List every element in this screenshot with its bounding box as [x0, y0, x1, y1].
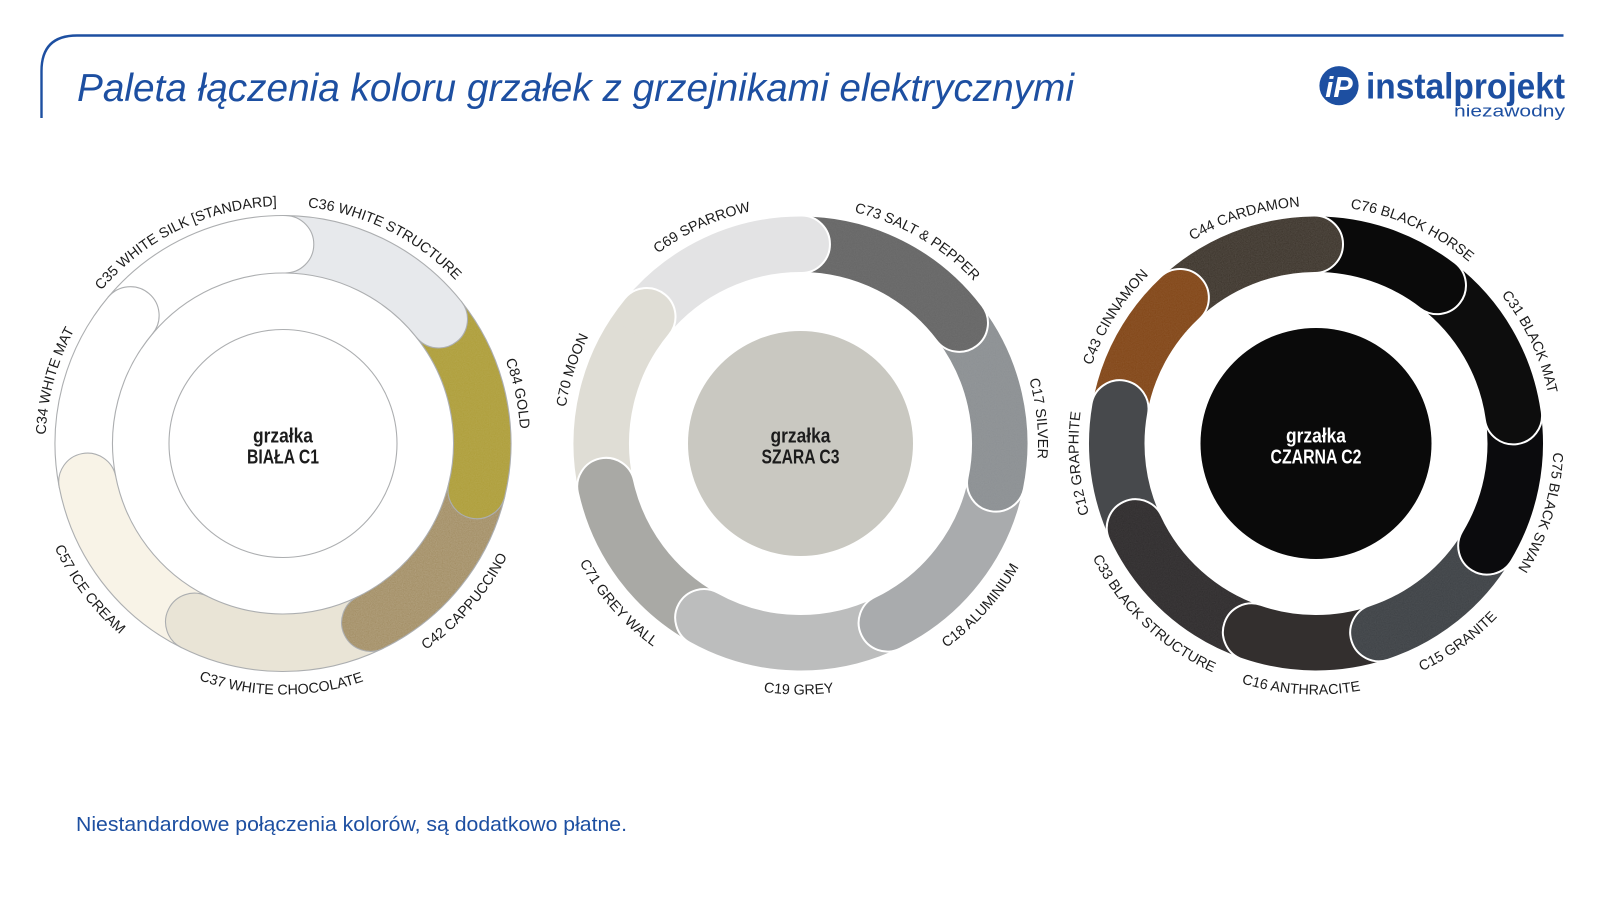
svg-text:CZARNA C2: CZARNA C2	[1271, 447, 1362, 469]
svg-text:grzałka: grzałka	[771, 426, 832, 448]
svg-text:instalprojekt: instalprojekt	[1366, 66, 1565, 107]
svg-text:SZARA C3: SZARA C3	[762, 447, 840, 469]
svg-text:grzałka: grzałka	[253, 426, 314, 448]
svg-text:Paleta łączenia koloru grzałek: Paleta łączenia koloru grzałek z grzejni…	[77, 67, 1075, 110]
svg-text:BIAŁA C1: BIAŁA C1	[247, 447, 319, 469]
svg-text:grzałka: grzałka	[1286, 426, 1347, 448]
svg-text:iP: iP	[1325, 72, 1353, 104]
svg-text:Niestandardowe połączenia kolo: Niestandardowe połączenia kolorów, są do…	[76, 813, 627, 836]
svg-text:niezawodny: niezawodny	[1454, 103, 1566, 121]
svg-text:C19 GREY: C19 GREY	[763, 680, 835, 699]
